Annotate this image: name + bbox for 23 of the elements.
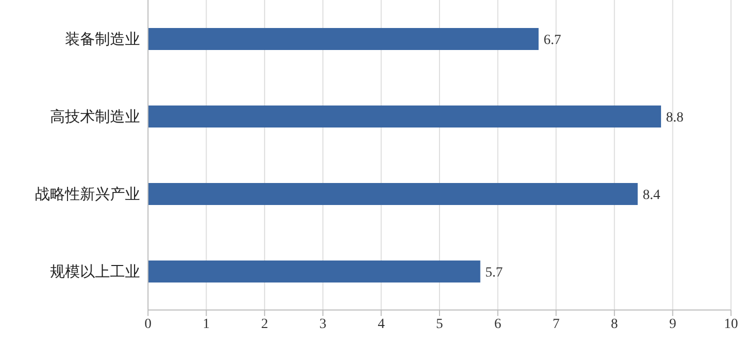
x-tick-label: 3 <box>319 316 326 332</box>
data-label: 5.7 <box>485 265 503 280</box>
x-tick-label: 7 <box>552 316 560 332</box>
x-tick-label: 9 <box>669 316 676 332</box>
data-label: 8.8 <box>666 110 684 126</box>
y-tick-label: 装备制造业 <box>65 30 140 48</box>
x-tick-label: 0 <box>144 316 152 332</box>
x-tick-label: 1 <box>202 316 210 332</box>
bar <box>148 260 480 282</box>
x-tick-label: 2 <box>261 316 268 332</box>
y-tick-label: 规模以上工业 <box>50 262 140 281</box>
bar <box>148 106 662 128</box>
bar <box>148 28 539 50</box>
y-tick-label: 高技术制造业 <box>50 108 140 126</box>
x-tick-label: 5 <box>436 316 443 332</box>
x-tick-label: 4 <box>378 316 385 332</box>
y-tick-label: 战略性新兴产业 <box>35 185 140 204</box>
data-label: 8.4 <box>642 188 660 203</box>
x-tick-label: 8 <box>610 316 618 332</box>
x-tick-label: 10 <box>724 316 738 332</box>
x-tick-label: 6 <box>494 316 502 332</box>
bar <box>148 183 638 205</box>
data-label: 6.7 <box>544 32 562 48</box>
